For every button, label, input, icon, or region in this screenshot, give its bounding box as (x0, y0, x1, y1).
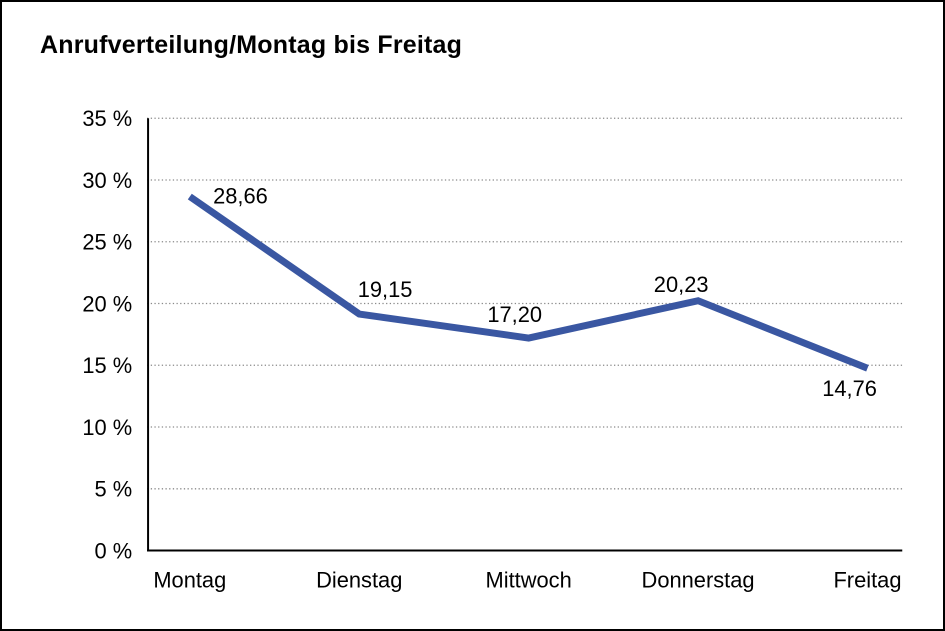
x-category-label: Freitag (833, 567, 901, 592)
x-category-label: Donnerstag (642, 567, 755, 592)
y-tick-label: 0 % (94, 538, 132, 563)
data-label: 19,15 (358, 277, 413, 302)
x-category-label: Mittwoch (486, 567, 572, 592)
y-tick-label: 25 % (82, 230, 132, 255)
data-label: 20,23 (654, 272, 709, 297)
x-category-label: Dienstag (316, 567, 402, 592)
series-line (187, 193, 869, 372)
x-category-label: Montag (153, 567, 226, 592)
y-tick-label: 30 % (82, 168, 132, 193)
data-label: 17,20 (487, 302, 542, 327)
data-label: 28,66 (213, 184, 268, 209)
y-tick-label: 5 % (94, 477, 132, 502)
y-tick-label: 15 % (82, 353, 132, 378)
y-tick-label: 20 % (82, 291, 132, 316)
y-tick-label: 10 % (82, 415, 132, 440)
data-label: 14,76 (822, 376, 877, 401)
y-tick-label: 35 % (82, 106, 132, 131)
chart-title: Anrufverteilung/Montag bis Freitag (40, 31, 463, 59)
